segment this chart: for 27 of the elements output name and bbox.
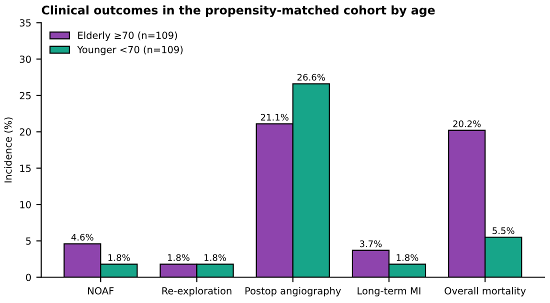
data-label: 26.6%	[297, 74, 325, 81]
data-label: 1.8%	[204, 254, 226, 262]
data-label: 5.5%	[492, 227, 514, 234]
y-tick-label: 5	[26, 237, 31, 245]
legend-label: Younger <70 (n=109)	[77, 46, 183, 56]
x-tick-label: Postop angiography	[245, 286, 341, 296]
x-tick-label: Long-term MI	[358, 287, 420, 296]
data-label: 1.8%	[396, 254, 418, 262]
x-tick-label: Overall mortality	[444, 286, 526, 296]
legend-label: Elderly ≥70 (n=109)	[78, 31, 177, 41]
y-tick-label: 30	[20, 56, 31, 63]
y-tick-label: 20	[20, 128, 31, 136]
data-label: 3.7%	[360, 240, 382, 248]
data-label: 1.8%	[108, 254, 130, 262]
data-label: 4.6%	[71, 234, 94, 241]
x-tick-label: NOAF	[88, 287, 114, 294]
data-label: 1.8%	[168, 254, 190, 262]
y-axis-title: Incidence (%)	[4, 118, 13, 182]
y-tick-label: 35	[20, 19, 31, 27]
data-label: 20.2%	[453, 120, 481, 128]
y-tick-label: 25	[20, 92, 31, 100]
data-label: 21.1%	[260, 114, 288, 121]
x-tick-label: Re-exploration	[162, 286, 232, 296]
y-tick-label: 15	[20, 164, 31, 172]
y-tick-label: 10	[20, 201, 31, 208]
y-tick-label: 0	[26, 274, 31, 282]
chart-title: Clinical outcomes in the propensity-matched cohort by age	[42, 5, 435, 17]
